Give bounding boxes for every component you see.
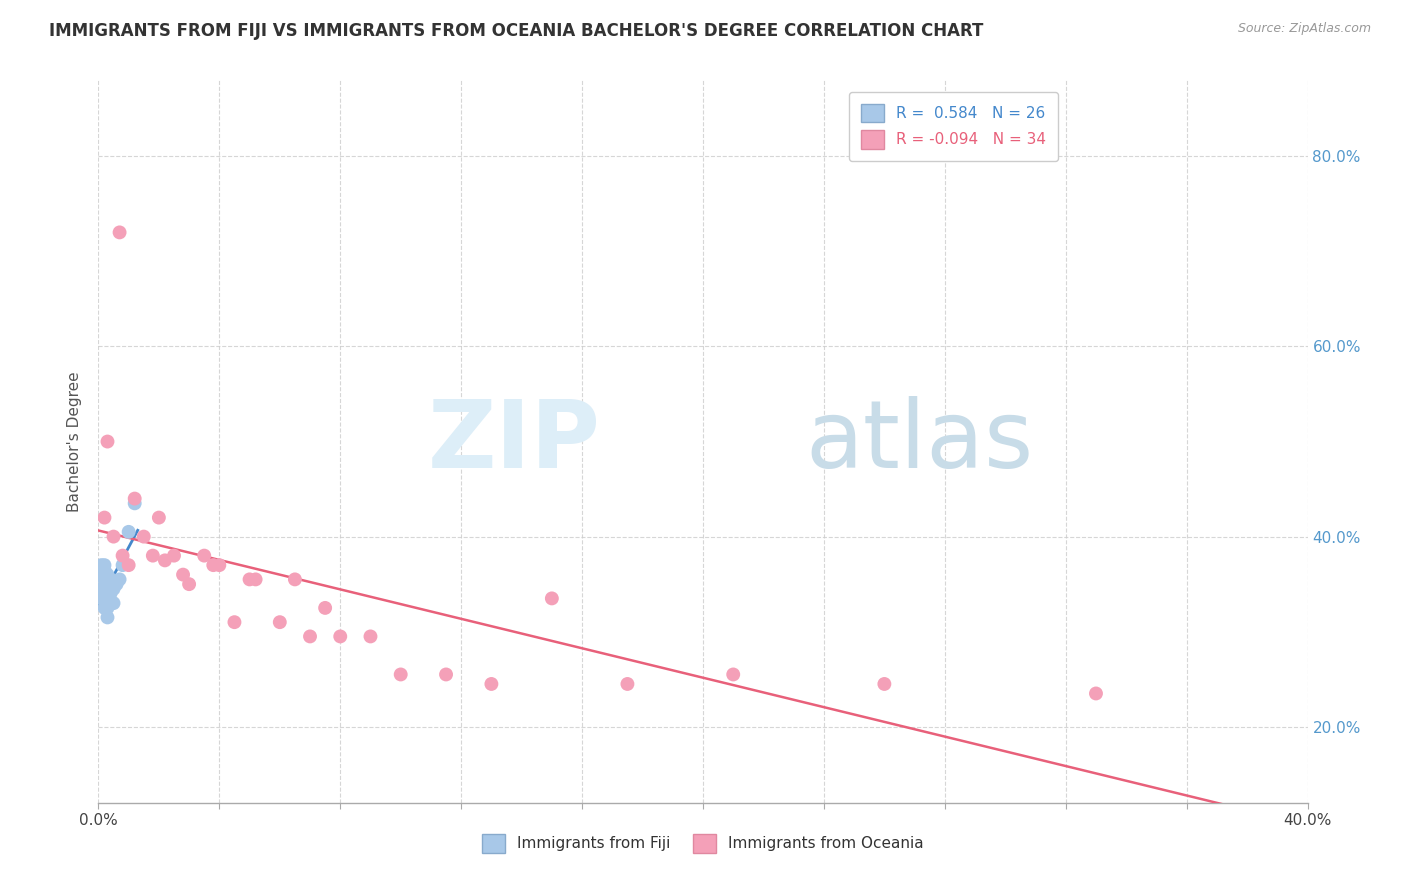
Point xyxy=(239,573,262,587)
Point xyxy=(96,591,118,606)
Point xyxy=(93,601,115,615)
Point xyxy=(269,615,291,630)
Point xyxy=(93,563,115,577)
Point xyxy=(172,567,194,582)
Point xyxy=(314,601,336,615)
Point xyxy=(100,587,122,601)
Point xyxy=(93,587,115,601)
Point xyxy=(93,558,115,573)
Point xyxy=(142,549,165,563)
Point xyxy=(90,582,112,596)
Text: IMMIGRANTS FROM FIJI VS IMMIGRANTS FROM OCEANIA BACHELOR'S DEGREE CORRELATION CH: IMMIGRANTS FROM FIJI VS IMMIGRANTS FROM … xyxy=(49,22,984,40)
Point xyxy=(111,558,134,573)
Point xyxy=(96,567,118,582)
Point xyxy=(124,496,146,510)
Point xyxy=(96,601,118,615)
Point xyxy=(481,677,503,691)
Point xyxy=(299,629,322,643)
Text: atlas: atlas xyxy=(806,395,1033,488)
Text: ZIP: ZIP xyxy=(427,395,600,488)
Point xyxy=(540,591,562,606)
Point xyxy=(93,573,115,587)
Point xyxy=(389,667,412,681)
Point xyxy=(118,524,141,539)
Point xyxy=(193,549,215,563)
Point xyxy=(103,530,125,544)
Point xyxy=(118,558,141,573)
Y-axis label: Bachelor's Degree: Bachelor's Degree xyxy=(67,371,83,512)
Point xyxy=(179,577,201,591)
Point xyxy=(100,573,122,587)
Point xyxy=(163,549,186,563)
Point xyxy=(148,510,170,524)
Point xyxy=(90,591,112,606)
Point xyxy=(153,553,176,567)
Point xyxy=(105,577,128,591)
Point xyxy=(1085,686,1108,700)
Point xyxy=(434,667,457,681)
Point xyxy=(208,558,231,573)
Point xyxy=(245,573,267,587)
Text: Source: ZipAtlas.com: Source: ZipAtlas.com xyxy=(1237,22,1371,36)
Point xyxy=(93,510,115,524)
Point xyxy=(329,629,352,643)
Point xyxy=(124,491,146,506)
Point xyxy=(103,582,125,596)
Point xyxy=(723,667,745,681)
Legend: Immigrants from Fiji, Immigrants from Oceania: Immigrants from Fiji, Immigrants from Oc… xyxy=(474,826,932,860)
Point xyxy=(111,549,134,563)
Point xyxy=(96,573,118,587)
Point xyxy=(93,567,115,582)
Point xyxy=(103,596,125,610)
Point xyxy=(90,558,112,573)
Point xyxy=(360,629,382,643)
Point xyxy=(108,573,131,587)
Point xyxy=(284,573,307,587)
Point xyxy=(873,677,896,691)
Point xyxy=(616,677,638,691)
Point xyxy=(100,577,122,591)
Point xyxy=(100,596,122,610)
Point xyxy=(224,615,246,630)
Point xyxy=(108,226,131,240)
Point xyxy=(132,530,155,544)
Point xyxy=(96,610,118,624)
Point xyxy=(96,582,118,596)
Point xyxy=(96,434,118,449)
Point xyxy=(202,558,225,573)
